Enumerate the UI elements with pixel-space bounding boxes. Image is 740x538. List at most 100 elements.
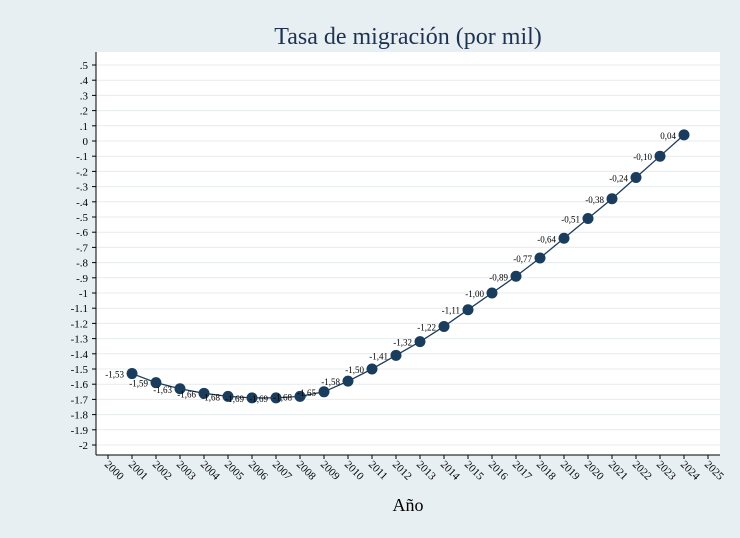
data-label: -0,10 <box>633 152 652 162</box>
y-tick-label: -.5 <box>76 212 88 224</box>
y-tick-label: .4 <box>80 75 89 87</box>
y-tick-label: -.8 <box>76 258 88 270</box>
x-tick-label: 2022 <box>630 459 654 483</box>
data-point <box>462 304 474 316</box>
data-label: -1,41 <box>369 351 388 361</box>
x-tick-label: 2012 <box>390 459 414 483</box>
data-label: -1,66 <box>177 389 196 399</box>
x-ticks: 2000 2001 2002 2003 2004 2005 2006 2007 2008 2009… <box>102 455 726 483</box>
y-tick-label: -.9 <box>76 273 88 285</box>
x-tick-label: 2016 <box>486 459 510 483</box>
y-tick-label: .1 <box>80 121 88 133</box>
data-label: -0,51 <box>561 215 580 225</box>
x-tick-label: 2009 <box>318 459 342 483</box>
x-tick-label: 2008 <box>294 459 318 483</box>
y-tick-label: -1.2 <box>71 318 88 330</box>
x-tick-label: 2023 <box>654 459 678 483</box>
y-tick-label: 0 <box>83 136 89 148</box>
x-tick-label: 2005 <box>222 459 246 483</box>
data-point <box>582 213 594 225</box>
data-label: -1,69 <box>249 394 268 404</box>
data-label: 0,04 <box>660 131 676 141</box>
data-label: -1,68 <box>201 392 220 402</box>
y-tick-label: -.2 <box>76 166 88 178</box>
axes <box>95 52 720 456</box>
data-point <box>678 129 690 141</box>
y-tick-label: -.6 <box>76 227 88 239</box>
data-label: -1,11 <box>442 306 460 316</box>
data-point <box>126 368 138 380</box>
y-tick-label: -1.6 <box>71 379 89 391</box>
data-label: -1,59 <box>129 379 148 389</box>
data-point <box>366 363 378 375</box>
y-tick-label: -.7 <box>76 242 88 254</box>
x-axis-label: Año <box>393 495 424 515</box>
x-tick-label: 2007 <box>270 459 294 483</box>
data-labels: -1,53 -1,59 -1,63 -1,66 -1,68 -1,69 -1,69 -1,68… <box>105 131 676 404</box>
x-tick-label: 2018 <box>534 459 558 483</box>
data-point <box>510 270 522 282</box>
x-tick-label: 2011 <box>366 459 390 483</box>
data-point <box>174 383 186 395</box>
x-tick-label: 2019 <box>558 459 582 483</box>
data-label: -1,63 <box>153 385 172 395</box>
data-label: -0,64 <box>537 234 556 244</box>
data-point <box>390 349 402 361</box>
plot-area <box>96 52 720 455</box>
data-label: -1,69 <box>225 394 244 404</box>
data-point <box>438 320 450 332</box>
x-tick-label: 2000 <box>102 459 126 483</box>
data-label: -1,58 <box>321 377 340 387</box>
data-label: -1,00 <box>465 289 484 299</box>
x-tick-label: 2015 <box>462 459 486 483</box>
data-label: -1,32 <box>393 338 412 348</box>
data-point <box>270 392 282 404</box>
data-label: -1,68 <box>273 392 292 402</box>
x-tick-label: 2006 <box>246 459 270 483</box>
data-label: -1,53 <box>105 370 124 380</box>
data-label: -1,65 <box>297 388 316 398</box>
y-tick-label: -.4 <box>76 197 88 209</box>
y-tick-label: -1.8 <box>71 410 89 422</box>
x-tick-label: 2014 <box>438 459 462 483</box>
data-point <box>294 390 306 402</box>
data-point <box>198 387 210 399</box>
grid <box>96 64 720 446</box>
x-tick-label: 2013 <box>414 459 438 483</box>
y-tick-label: -1.5 <box>71 364 89 376</box>
x-tick-label: 2021 <box>606 459 630 483</box>
data-label: -0,89 <box>489 272 508 282</box>
data-point <box>654 150 666 162</box>
x-tick-label: 2001 <box>126 459 150 483</box>
y-ticks: .5 .4 .3 .2 .1 0 -.1 -.2 -.3 -.4 -.5 -.6 -.7 -.8 -.9 -1… <box>71 60 96 452</box>
y-tick-label: -1.4 <box>71 349 89 361</box>
y-tick-label: -2 <box>79 440 88 452</box>
data-point <box>150 377 162 389</box>
data-point <box>534 252 546 264</box>
data-point <box>222 390 234 402</box>
data-label: -0,24 <box>609 173 628 183</box>
x-tick-label: 2004 <box>198 459 222 483</box>
data-point <box>558 232 570 244</box>
data-point <box>342 375 354 387</box>
y-tick-label: .2 <box>80 106 88 118</box>
x-tick-label: 2002 <box>150 459 174 483</box>
data-point <box>414 336 426 348</box>
y-tick-label: -1.7 <box>71 394 89 406</box>
y-tick-label: -.3 <box>76 182 88 194</box>
data-point <box>246 392 258 404</box>
data-label: -1,50 <box>345 365 364 375</box>
data-label: -0,77 <box>513 254 532 264</box>
x-tick-label: 2024 <box>678 459 702 483</box>
y-tick-label: -1.1 <box>71 303 88 315</box>
chart-title: Tasa de migración (por mil) <box>274 24 542 50</box>
data-point <box>606 193 618 205</box>
x-tick-label: 2020 <box>582 459 606 483</box>
data-point <box>630 171 642 183</box>
data-label: -1,22 <box>417 322 436 332</box>
series <box>126 129 690 404</box>
data-point <box>318 386 330 398</box>
y-tick-label: -1 <box>79 288 88 300</box>
